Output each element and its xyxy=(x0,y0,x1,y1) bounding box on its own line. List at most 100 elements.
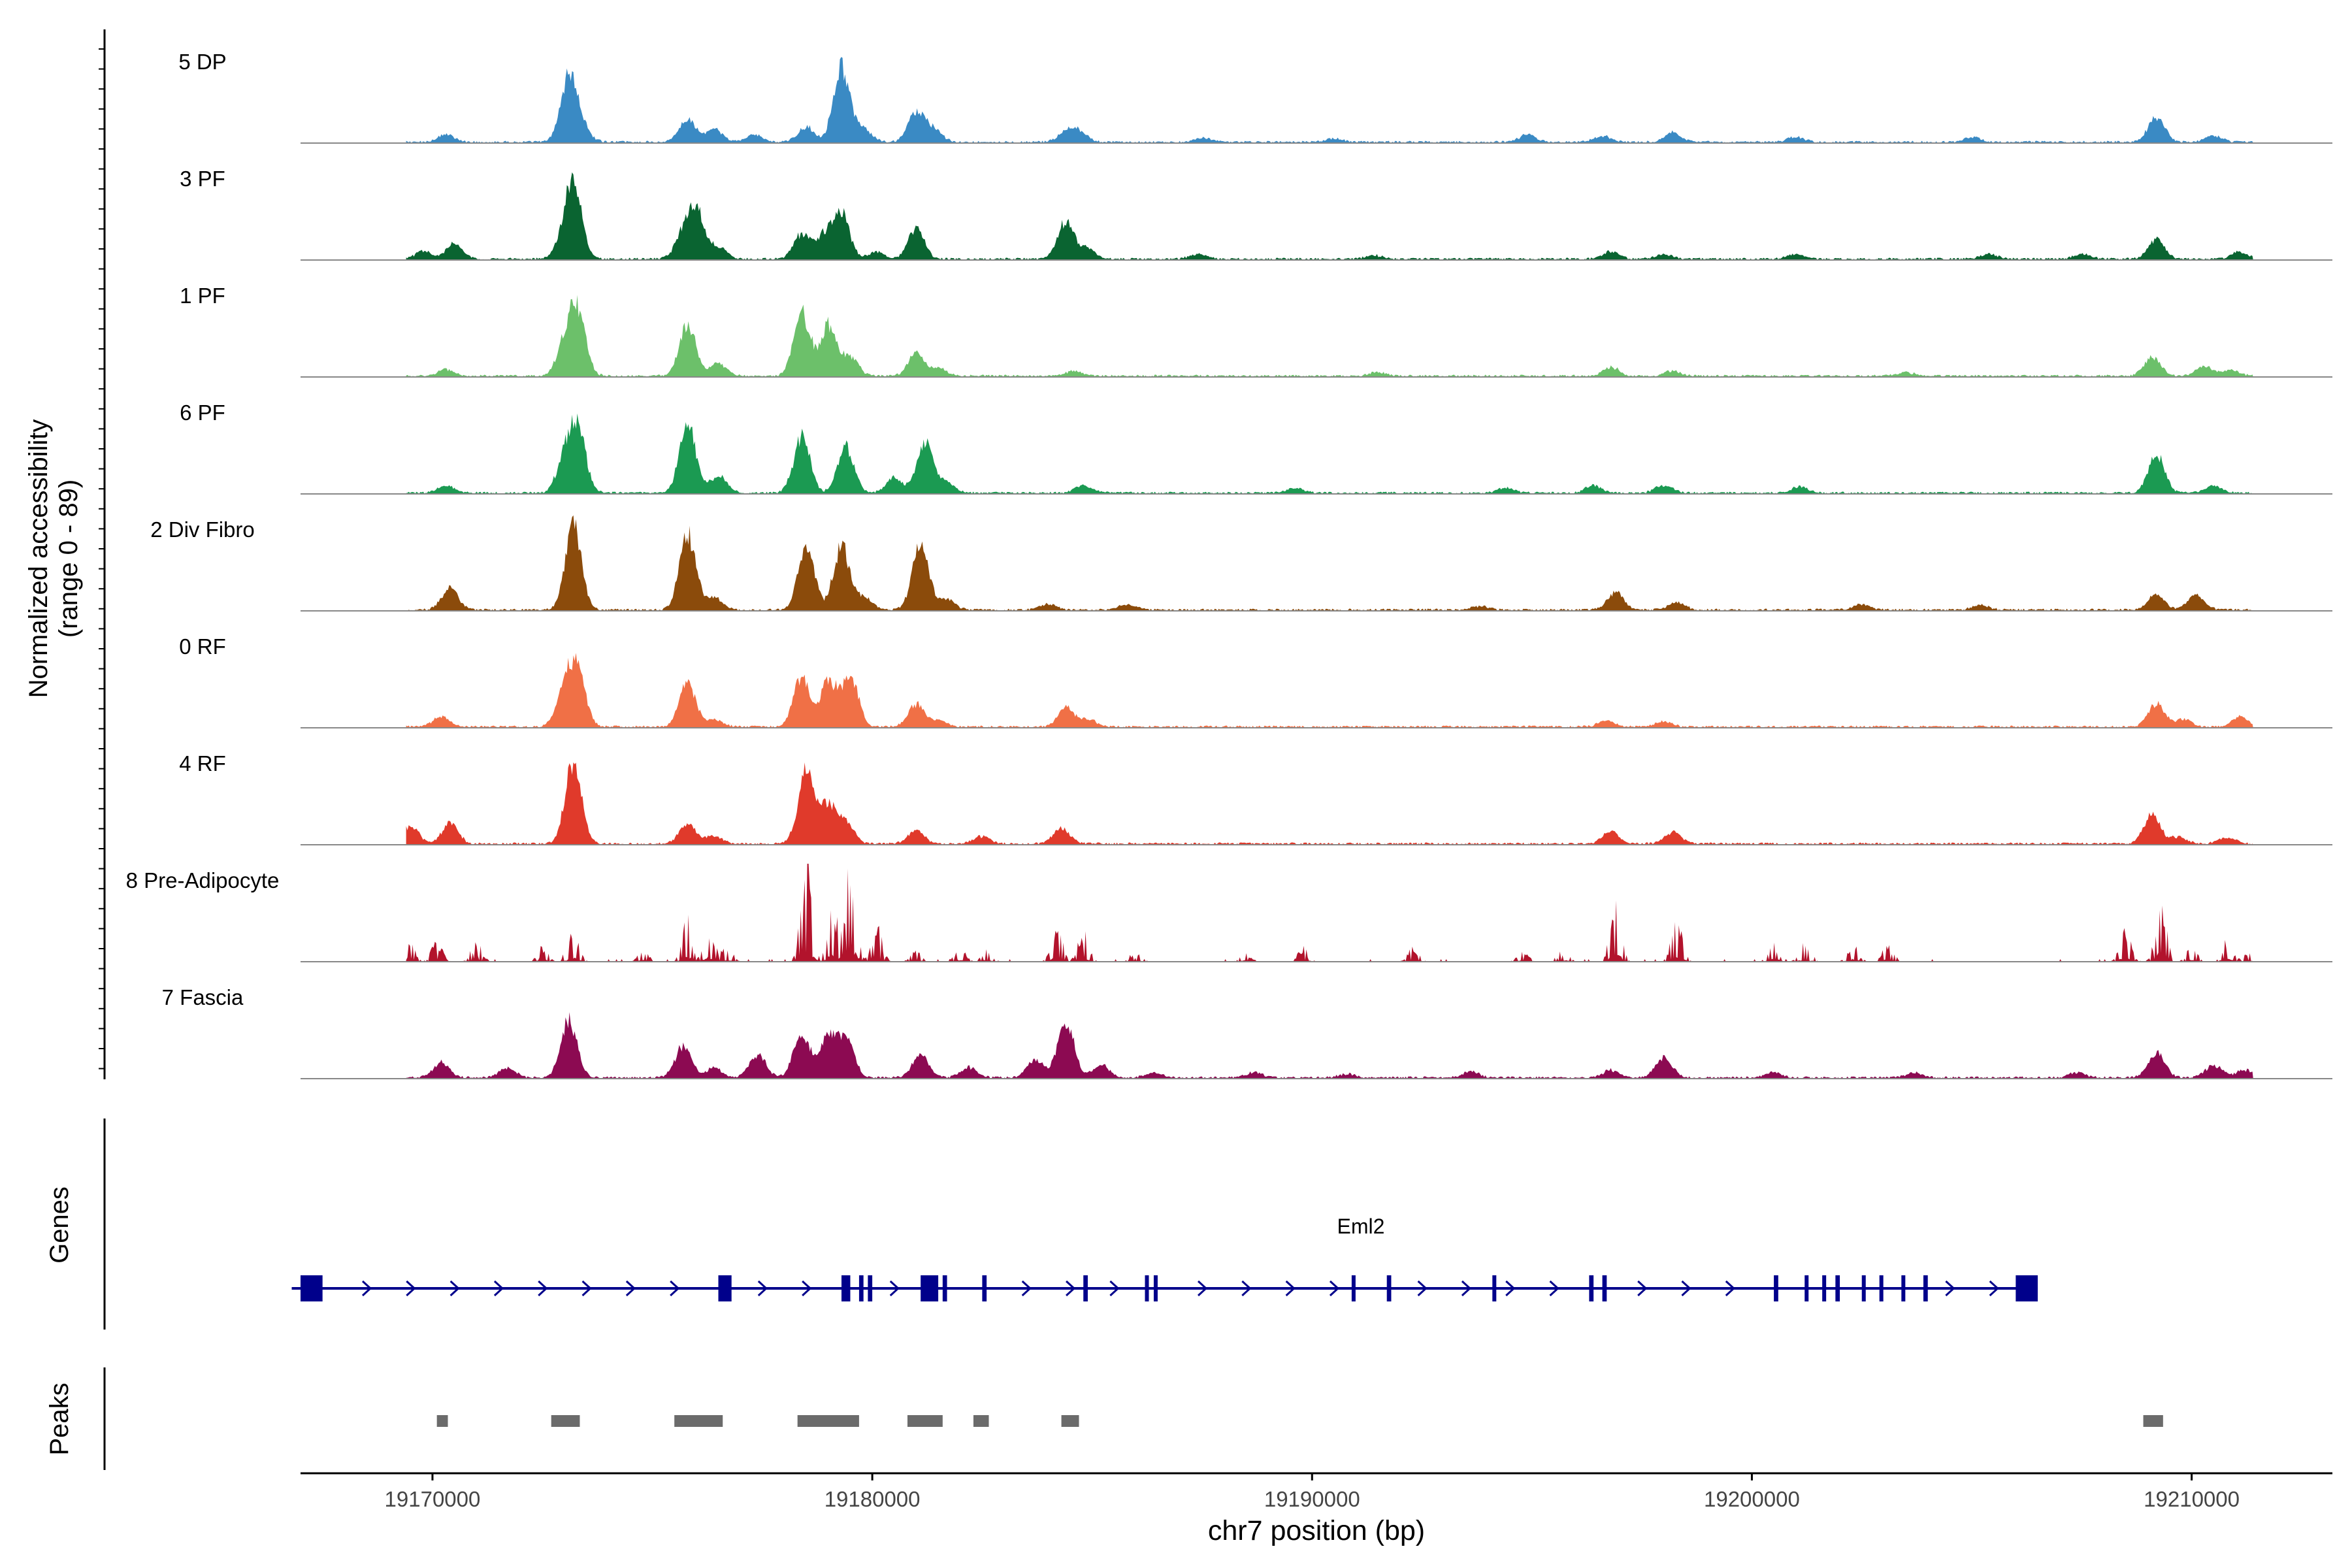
track-label: 2 Div Fibro xyxy=(150,517,255,542)
strand-arrow xyxy=(493,1280,504,1297)
exon xyxy=(1822,1275,1827,1301)
peak-region xyxy=(907,1415,943,1427)
exon xyxy=(1774,1275,1778,1301)
strand-arrow xyxy=(1329,1280,1340,1297)
exon xyxy=(1386,1275,1392,1301)
strand-arrow xyxy=(1109,1280,1120,1297)
exon xyxy=(1492,1275,1497,1301)
coverage-area xyxy=(406,57,2253,143)
peaks-track xyxy=(436,1415,2163,1427)
strand-arrow xyxy=(449,1280,460,1297)
strand-arrow xyxy=(670,1280,680,1297)
peak-region xyxy=(551,1415,580,1427)
track-7-fascia: 7 Fascia xyxy=(162,985,2332,1079)
gene-track: Eml2 xyxy=(291,1215,2038,1301)
strand-arrow xyxy=(1066,1280,1076,1297)
exon xyxy=(1835,1275,1840,1301)
strand-arrow xyxy=(1725,1280,1735,1297)
strand-arrow xyxy=(1241,1280,1252,1297)
strand-arrow xyxy=(1021,1280,1032,1297)
exon xyxy=(301,1275,323,1301)
exon xyxy=(1879,1275,1884,1301)
strand-arrow xyxy=(1637,1280,1648,1297)
exon xyxy=(1805,1275,1809,1301)
track-5-dp: 5 DP xyxy=(178,50,2332,144)
exon xyxy=(1351,1275,1356,1301)
exon xyxy=(858,1275,864,1301)
genes-track-label: Genes xyxy=(45,1186,74,1264)
track-0-rf: 0 RF xyxy=(179,634,2332,728)
strand-arrow xyxy=(538,1280,548,1297)
coverage-area xyxy=(406,864,2253,962)
strand-arrow xyxy=(1197,1280,1208,1297)
x-tick-label: 19200000 xyxy=(1704,1487,1800,1511)
strand-arrow xyxy=(802,1280,812,1297)
y-axis-title-line-2: (range 0 - 89) xyxy=(54,480,83,638)
coverage-tracks: 5 DP 3 PF 1 PF 6 PF 2 Div Fibro 0 RF 4 RF 8 Pre… xyxy=(126,50,2332,1079)
exon xyxy=(921,1275,939,1301)
x-axis-title: chr7 position (bp) xyxy=(1208,1515,1425,1546)
y-axis xyxy=(99,29,106,1079)
track-label: 8 Pre-Adipocyte xyxy=(126,868,280,892)
strand-arrow xyxy=(1285,1280,1296,1297)
track-4-rf: 4 RF xyxy=(179,751,2332,845)
coverage-area xyxy=(406,653,2253,728)
exon xyxy=(1901,1275,1906,1301)
coverage-area xyxy=(406,515,2253,611)
coverage-area xyxy=(406,172,2253,260)
strand-arrow xyxy=(889,1280,900,1297)
x-tick-label: 19170000 xyxy=(385,1487,481,1511)
exon xyxy=(718,1275,732,1301)
strand-arrow xyxy=(581,1280,592,1297)
track-8-pre-adipocyte: 8 Pre-Adipocyte xyxy=(126,864,2332,962)
exon xyxy=(1923,1275,1928,1301)
strand-arrow xyxy=(757,1280,768,1297)
peaks-track-label: Peaks xyxy=(45,1382,74,1455)
track-label: 7 Fascia xyxy=(162,985,244,1009)
exon xyxy=(868,1275,873,1301)
coverage-area xyxy=(406,295,2253,377)
track-3-pf: 3 PF xyxy=(180,167,2332,261)
track-label: 1 PF xyxy=(180,284,225,308)
track-6-pf: 6 PF xyxy=(180,400,2332,495)
track-2-div-fibro: 2 Div Fibro xyxy=(150,515,2332,612)
strand-arrow xyxy=(625,1280,636,1297)
exon xyxy=(982,1275,987,1301)
y-axis-title-line-1: Normalized accessibility xyxy=(24,419,53,698)
peak-region xyxy=(674,1415,723,1427)
exon xyxy=(1145,1275,1149,1301)
exon xyxy=(1083,1275,1088,1301)
peak-region xyxy=(797,1415,859,1427)
x-tick-label: 19210000 xyxy=(2144,1487,2240,1511)
exon xyxy=(841,1275,851,1301)
exon xyxy=(1861,1275,1866,1301)
coverage-area xyxy=(406,1012,2253,1079)
coverage-area xyxy=(406,762,2253,845)
x-tick-label: 19180000 xyxy=(825,1487,921,1511)
exon xyxy=(2016,1275,2038,1301)
strand-arrow xyxy=(361,1280,372,1297)
track-label: 5 DP xyxy=(178,50,226,74)
strand-arrow xyxy=(1461,1280,1472,1297)
track-label: 3 PF xyxy=(180,167,225,191)
exon xyxy=(1602,1275,1607,1301)
strand-arrow xyxy=(1549,1280,1560,1297)
coverage-area xyxy=(406,413,2253,494)
strand-arrow xyxy=(1505,1280,1516,1297)
strand-arrow xyxy=(1945,1280,1955,1297)
track-label: 0 RF xyxy=(179,634,226,659)
peak-region xyxy=(436,1415,448,1427)
peak-region xyxy=(973,1415,989,1427)
peak-region xyxy=(1061,1415,1079,1427)
strand-arrow xyxy=(406,1280,416,1297)
track-label: 4 RF xyxy=(179,751,226,776)
track-1-pf: 1 PF xyxy=(180,284,2332,378)
x-axis: 19170000 19180000 19190000 19200000 19210000 xyxy=(301,1472,2332,1511)
exon xyxy=(1153,1275,1158,1301)
peak-region xyxy=(2143,1415,2163,1427)
strand-arrow xyxy=(1989,1280,1999,1297)
exon xyxy=(942,1275,947,1301)
exon xyxy=(1589,1275,1594,1301)
x-tick-label: 19190000 xyxy=(1264,1487,1360,1511)
